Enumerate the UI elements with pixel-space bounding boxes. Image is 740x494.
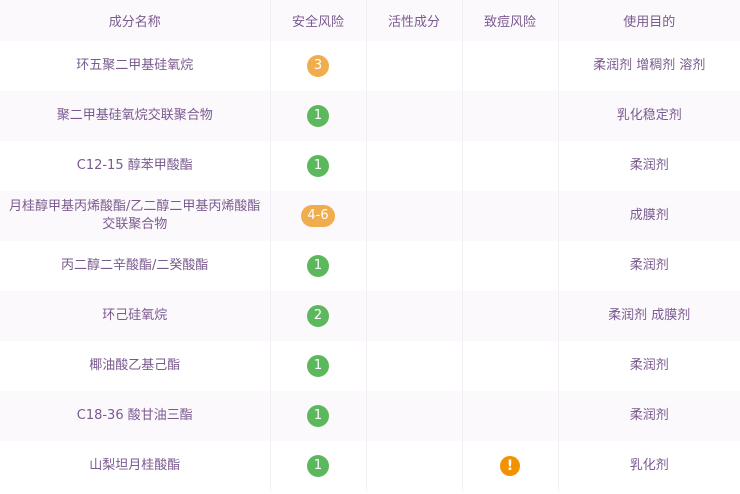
purpose-cell: 成膜剂	[558, 191, 740, 241]
safety-risk-cell: 1	[270, 91, 367, 141]
ingredient-name[interactable]: C12-15 醇苯甲酸酯	[0, 141, 271, 191]
safety-risk-cell: 1	[270, 341, 367, 391]
safety-risk-cell: 1	[270, 141, 367, 191]
purpose-cell: 柔润剂	[629, 258, 669, 273]
ingredient-name[interactable]: 环五聚二甲基硅氧烷	[0, 41, 271, 91]
purpose-cell: 乳化剂	[629, 458, 669, 473]
ingredient-name-text[interactable]: 聚二甲基硅氧烷交联聚合物	[56, 108, 213, 123]
header-name: 成分名称	[0, 0, 271, 41]
active-cell	[366, 191, 463, 241]
ingredient-name-text[interactable]: C12-15 醇苯甲酸酯	[76, 158, 193, 173]
active-cell	[366, 41, 463, 91]
table-row: 山梨坦月桂酸酯 1! 乳化剂	[0, 441, 740, 491]
safety-risk-badge: 2	[307, 305, 329, 327]
safety-risk-cell: 4-6	[270, 191, 367, 241]
ingredient-name[interactable]: 环己硅氧烷	[0, 291, 271, 341]
safety-risk-cell: 1	[270, 441, 367, 491]
table-row: C18-36 酸甘油三酯 1 柔润剂	[0, 391, 740, 441]
active-cell	[366, 341, 463, 391]
ingredient-name[interactable]: 椰油酸乙基己酯	[0, 341, 271, 391]
table-row: 环己硅氧烷 2 柔润剂 成膜剂	[0, 291, 740, 341]
ingredient-name[interactable]: 聚二甲基硅氧烷交联聚合物	[0, 91, 271, 141]
acne-risk-cell	[462, 141, 559, 191]
active-cell	[366, 91, 463, 141]
table-row: 丙二醇二辛酸酯/二癸酸酯 1 柔润剂	[0, 241, 740, 291]
header-purpose: 使用目的	[558, 0, 740, 41]
acne-risk-cell	[462, 91, 559, 141]
header-acne-risk: 致痘风险	[462, 0, 559, 41]
safety-risk-badge: 1	[307, 105, 329, 127]
active-cell	[366, 291, 463, 341]
ingredient-name[interactable]: 丙二醇二辛酸酯/二癸酸酯	[0, 241, 271, 291]
acne-risk-cell	[462, 291, 559, 341]
ingredient-name[interactable]: 月桂醇甲基丙烯酸酯/乙二醇二甲基丙烯酸酯交联聚合物	[0, 191, 271, 241]
safety-risk-badge: 1	[307, 155, 329, 177]
safety-risk-badge: 1	[307, 455, 329, 477]
safety-risk-badge: 4-6	[301, 205, 335, 227]
safety-risk-badge: 1	[307, 255, 329, 277]
ingredient-name-text[interactable]: 山梨坦月桂酸酯	[89, 458, 181, 473]
active-cell	[366, 391, 463, 441]
acne-risk-cell	[462, 341, 559, 391]
header-safety-risk: 安全风险	[270, 0, 367, 41]
ingredient-name-text[interactable]: 环五聚二甲基硅氧烷	[76, 58, 194, 73]
exclamation-icon: !	[500, 456, 520, 476]
purpose-cell: 柔润剂	[629, 158, 669, 173]
ingredient-name[interactable]: C18-36 酸甘油三酯	[0, 391, 271, 441]
safety-risk-badge: 3	[307, 55, 329, 77]
safety-risk-cell: 3	[270, 41, 367, 91]
purpose-cell: 柔润剂 成膜剂	[558, 291, 740, 341]
safety-risk-cell: 1	[270, 391, 367, 441]
purpose-cell: 柔润剂	[558, 391, 740, 441]
ingredient-name-text[interactable]: 月桂醇甲基丙烯酸酯/乙二醇二甲基丙烯酸酯交联聚合物	[9, 199, 261, 232]
active-cell	[366, 441, 463, 491]
purpose-cell: 乳化稳定剂	[558, 91, 740, 141]
safety-risk-badge: 1	[307, 405, 329, 427]
safety-risk-badge: 1	[307, 355, 329, 377]
purpose-cell: 柔润剂	[629, 358, 669, 373]
ingredient-name-text[interactable]: 椰油酸乙基己酯	[89, 358, 181, 373]
active-cell	[366, 241, 463, 291]
ingredient-name-text[interactable]: 丙二醇二辛酸酯/二癸酸酯	[61, 258, 209, 273]
safety-risk-cell: 1	[270, 241, 367, 291]
ingredient-name-text[interactable]: 环己硅氧烷	[102, 308, 168, 323]
purpose-cell: 柔润剂 增稠剂 溶剂	[593, 58, 706, 73]
table-row: 聚二甲基硅氧烷交联聚合物 1 乳化稳定剂	[0, 91, 740, 141]
safety-risk-cell: 2	[270, 291, 367, 341]
acne-risk-cell	[462, 41, 559, 91]
ingredient-name-text[interactable]: C18-36 酸甘油三酯	[76, 408, 193, 423]
acne-risk-cell	[462, 191, 559, 241]
table-row: 环五聚二甲基硅氧烷 3 柔润剂 增稠剂 溶剂	[0, 41, 740, 91]
header-active: 活性成分	[366, 0, 463, 41]
acne-risk-cell	[462, 391, 559, 441]
acne-risk-cell	[462, 241, 559, 291]
table-row: 月桂醇甲基丙烯酸酯/乙二醇二甲基丙烯酸酯交联聚合物 4-6 成膜剂	[0, 191, 740, 241]
table-row: C12-15 醇苯甲酸酯 1 柔润剂	[0, 141, 740, 191]
acne-risk-cell: !	[462, 441, 559, 491]
ingredient-name[interactable]: 山梨坦月桂酸酯	[0, 441, 271, 491]
active-cell	[366, 141, 463, 191]
table-row: 椰油酸乙基己酯 1 柔润剂	[0, 341, 740, 391]
table-header-row: 成分名称 安全风险 活性成分 致痘风险 使用目的	[0, 0, 740, 41]
